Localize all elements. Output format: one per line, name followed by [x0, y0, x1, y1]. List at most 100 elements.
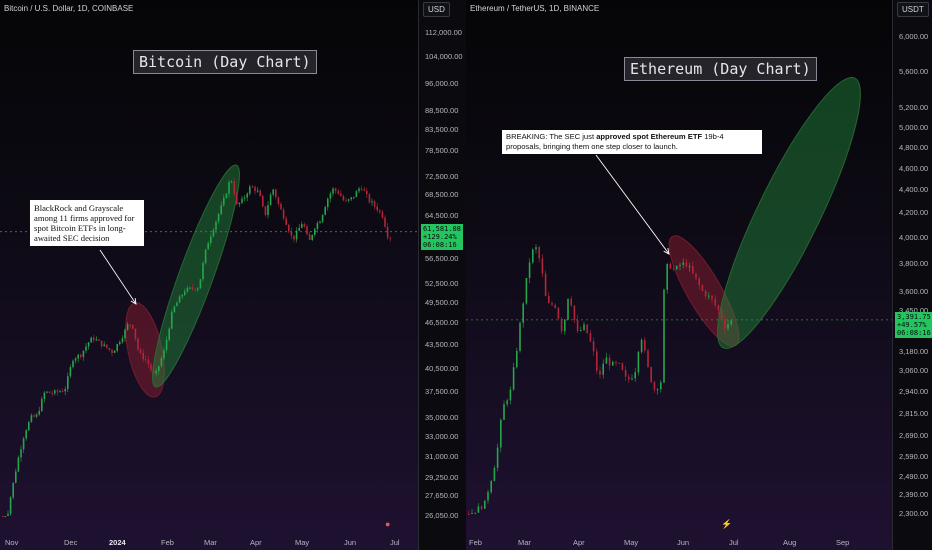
candle: [672, 268, 675, 270]
candle: [80, 354, 82, 357]
bitcoin-logo-icon[interactable]: ●: [385, 519, 391, 529]
candle: [54, 390, 56, 394]
ethereum-currency-label[interactable]: USDT: [897, 2, 929, 17]
candle: [669, 263, 672, 269]
candle: [4, 516, 7, 517]
price-tick-label: 3,800.00: [899, 259, 929, 268]
candle: [30, 415, 33, 422]
candle: [199, 279, 202, 289]
candle: [548, 296, 550, 304]
candle: [583, 324, 585, 330]
candle: [360, 188, 363, 190]
candle: [468, 514, 470, 515]
price-tick-label: 4,600.00: [899, 164, 929, 173]
candle: [106, 344, 108, 349]
candle: [580, 329, 582, 331]
candle: [647, 350, 649, 368]
candle: [656, 389, 659, 391]
candle: [615, 361, 617, 363]
candle: [262, 196, 264, 207]
candle: [204, 249, 207, 263]
candle: [589, 333, 592, 342]
annotation-arrowhead: [663, 248, 670, 255]
ethereum-price-axis[interactable]: USDT 6,000.00 5,600.00 5,200.00 5,000.00 4,8…: [892, 0, 932, 550]
candle: [142, 352, 144, 360]
candle: [264, 206, 267, 216]
ethereum-chart-panel[interactable]: Ethereum / TetherUS, 1D, BINANCE Ethereu…: [466, 0, 892, 550]
bitcoin-chart-banner: Bitcoin (Day Chart): [133, 50, 317, 74]
candle: [103, 344, 105, 347]
candle: [17, 457, 20, 472]
candle: [197, 288, 199, 290]
candle: [608, 357, 611, 366]
price-tick-label: 5,200.00: [899, 103, 929, 112]
candle: [298, 227, 300, 231]
candle: [220, 205, 222, 214]
candle: [487, 492, 489, 501]
candle: [43, 392, 46, 399]
ethereum-chart-svg: [466, 76, 892, 515]
candle: [306, 226, 308, 235]
candle: [373, 201, 376, 207]
candle: [77, 354, 79, 359]
candle: [366, 190, 368, 195]
bitcoin-chart-panel[interactable]: Bitcoin / U.S. Dollar, 1D, COINBASE Bitc…: [0, 0, 418, 550]
price-tick-label: 3,450.00: [899, 306, 929, 315]
candle: [217, 213, 220, 222]
price-tick-label: 112,000.00: [425, 28, 462, 37]
green-highlight-ellipse: [152, 164, 240, 388]
candle: [28, 421, 30, 431]
candle: [238, 202, 241, 205]
candle: [512, 367, 515, 390]
bitcoin-etf-annotation: BlackRock and Grayscale among 11 firms a…: [30, 200, 144, 246]
candle: [493, 467, 496, 482]
candle: [139, 349, 142, 353]
candle: [337, 190, 339, 194]
candle: [181, 294, 183, 297]
candle: [82, 350, 85, 357]
candle: [381, 211, 384, 218]
candle: [480, 506, 483, 509]
candle: [132, 324, 134, 329]
candle: [535, 247, 537, 250]
candle: [376, 206, 378, 211]
bitcoin-price-axis[interactable]: USD 112,000.00 104,000.00 96,000.00 88,500.…: [418, 0, 467, 550]
candle: [22, 438, 25, 450]
candle: [340, 193, 342, 197]
candle: [350, 197, 352, 200]
candle: [69, 367, 72, 377]
date-tick-label: May: [624, 538, 639, 547]
price-tick-label: 46,500.00: [425, 318, 459, 327]
candle: [93, 337, 95, 340]
bitcoin-currency-label[interactable]: USD: [423, 2, 450, 17]
candle: [95, 339, 98, 341]
date-tick-label: Jul: [729, 538, 739, 547]
candle: [353, 197, 355, 199]
date-tick-label: Feb: [161, 538, 174, 547]
candle: [602, 363, 604, 375]
candle: [567, 298, 569, 320]
candle: [129, 324, 131, 326]
candle: [660, 382, 662, 390]
price-tick-label: 64,500.00: [425, 211, 459, 220]
date-tick-label: Sep: [836, 538, 850, 547]
price-tick-label: 6,000.00: [899, 32, 929, 41]
candle: [347, 199, 350, 201]
candle: [592, 341, 595, 352]
candle: [12, 482, 14, 498]
candle: [20, 449, 22, 458]
date-tick-label: Feb: [469, 538, 482, 547]
candle: [168, 328, 170, 340]
candle: [184, 291, 186, 295]
price-tick-label: 96,000.00: [425, 79, 459, 88]
candle: [72, 360, 74, 368]
price-tick-label: 4,200.00: [899, 208, 929, 217]
price-tick-label: 33,000.00: [425, 432, 459, 441]
candle: [236, 193, 238, 205]
candle: [474, 512, 476, 514]
date-tick-label: May: [295, 538, 310, 547]
candle: [124, 329, 126, 339]
candle: [290, 231, 293, 236]
lightning-icon[interactable]: ⚡: [721, 519, 733, 529]
candle: [621, 362, 624, 371]
